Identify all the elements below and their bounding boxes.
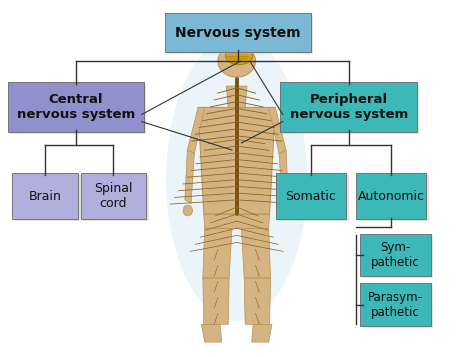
Ellipse shape bbox=[281, 205, 290, 216]
Polygon shape bbox=[204, 214, 270, 228]
Ellipse shape bbox=[218, 45, 255, 77]
Polygon shape bbox=[201, 324, 222, 342]
Text: Sym-
pathetic: Sym- pathetic bbox=[371, 241, 420, 269]
FancyBboxPatch shape bbox=[363, 285, 433, 328]
FancyBboxPatch shape bbox=[15, 175, 81, 221]
Ellipse shape bbox=[226, 47, 253, 65]
FancyBboxPatch shape bbox=[278, 175, 349, 221]
Polygon shape bbox=[244, 278, 271, 324]
Polygon shape bbox=[269, 107, 286, 154]
Text: Autonomic: Autonomic bbox=[357, 190, 425, 203]
Polygon shape bbox=[279, 150, 288, 203]
Polygon shape bbox=[185, 150, 194, 203]
FancyBboxPatch shape bbox=[281, 82, 417, 132]
Text: Brain: Brain bbox=[29, 190, 62, 203]
FancyBboxPatch shape bbox=[83, 175, 149, 221]
Text: Spinal
cord: Spinal cord bbox=[94, 182, 133, 210]
FancyBboxPatch shape bbox=[10, 84, 146, 134]
Text: Somatic: Somatic bbox=[285, 190, 337, 203]
FancyBboxPatch shape bbox=[276, 173, 346, 220]
FancyBboxPatch shape bbox=[360, 283, 431, 326]
FancyBboxPatch shape bbox=[12, 173, 78, 220]
FancyBboxPatch shape bbox=[8, 82, 144, 132]
Polygon shape bbox=[187, 107, 205, 154]
FancyBboxPatch shape bbox=[167, 15, 313, 54]
Polygon shape bbox=[252, 324, 272, 342]
Text: Peripheral
nervous system: Peripheral nervous system bbox=[290, 94, 408, 121]
FancyBboxPatch shape bbox=[356, 173, 426, 220]
Polygon shape bbox=[226, 86, 247, 107]
Text: Nervous system: Nervous system bbox=[175, 26, 301, 40]
Text: Central
nervous system: Central nervous system bbox=[17, 94, 135, 121]
FancyBboxPatch shape bbox=[360, 233, 431, 276]
Ellipse shape bbox=[183, 205, 192, 216]
FancyBboxPatch shape bbox=[363, 235, 433, 278]
Text: Parasym-
pathetic: Parasym- pathetic bbox=[368, 291, 423, 319]
Polygon shape bbox=[198, 107, 275, 214]
Ellipse shape bbox=[166, 36, 307, 321]
Polygon shape bbox=[203, 278, 229, 324]
FancyBboxPatch shape bbox=[165, 13, 311, 52]
Polygon shape bbox=[241, 228, 271, 278]
FancyBboxPatch shape bbox=[81, 173, 146, 220]
FancyBboxPatch shape bbox=[358, 175, 428, 221]
FancyBboxPatch shape bbox=[283, 84, 419, 134]
Polygon shape bbox=[203, 228, 232, 278]
